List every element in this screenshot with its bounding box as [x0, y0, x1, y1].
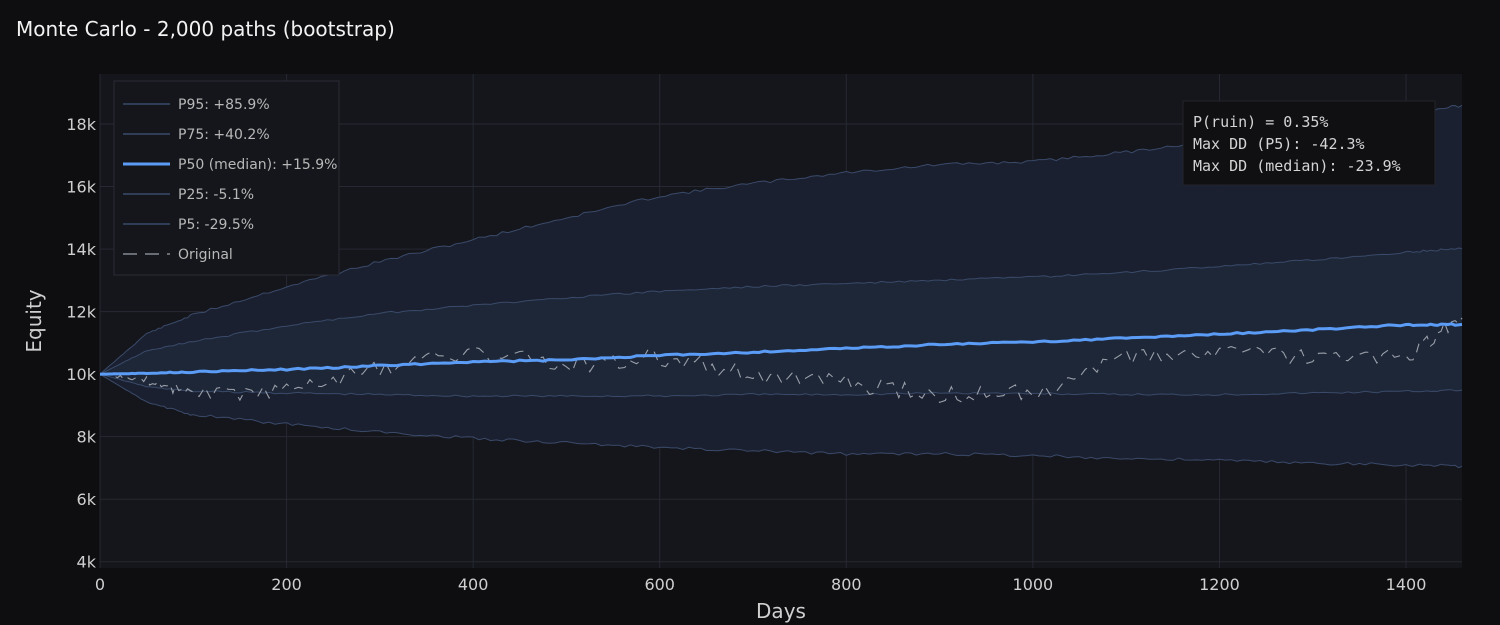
stat-max-dd-median: Max DD (median): -23.9%: [1193, 157, 1401, 175]
x-axis-label: Days: [756, 599, 806, 623]
stats-box-background: [1182, 100, 1436, 186]
y-tick-label: 8k: [77, 428, 97, 447]
x-tick-label: 1400: [1386, 575, 1427, 594]
y-tick-label: 12k: [66, 303, 96, 322]
x-tick-label: 1000: [1013, 575, 1054, 594]
legend-label-p25: P25: -5.1%: [178, 187, 254, 203]
x-tick-label: 600: [644, 575, 675, 594]
y-tick-label: 16k: [66, 178, 96, 197]
x-tick-label: 1200: [1199, 575, 1240, 594]
chart-title: Monte Carlo - 2,000 paths (bootstrap): [16, 17, 395, 41]
y-tick-label: 10k: [66, 365, 96, 384]
series-line-p50-median: [99, 322, 1463, 376]
series-line-p5: [99, 373, 1463, 469]
series-line-p75: [99, 247, 1463, 375]
x-tick-label: 800: [831, 575, 862, 594]
legend-label-p50: P50 (median): +15.9%: [178, 157, 337, 173]
legend-label-p95: P95: +85.9%: [178, 97, 270, 113]
y-tick-label: 6k: [77, 490, 97, 509]
y-tick-label: 14k: [66, 240, 96, 259]
series-line-p25: [99, 373, 1463, 398]
series-line-original: [99, 317, 1463, 404]
legend-label-p75: P75: +40.2%: [178, 127, 270, 143]
legend-label-p5: P5: -29.5%: [178, 217, 254, 233]
x-tick-label: 200: [271, 575, 302, 594]
stat-p-ruin: P(ruin) = 0.35%: [1193, 113, 1328, 131]
band-p25-p75: [100, 248, 1462, 397]
tick-layer: 0 200 400 600 800 1000 1200 1400 4k 6k 8k 10k 12k 14k…: [66, 115, 1426, 594]
stat-max-dd-p5: Max DD (P5): -42.3%: [1193, 135, 1365, 153]
y-tick-label: 18k: [66, 115, 96, 134]
x-tick-label: 0: [95, 575, 105, 594]
y-axis-label: Equity: [22, 289, 46, 352]
line-layer: [99, 104, 1463, 469]
legend: P95: +85.9% P75: +40.2% P50 (median): +1…: [113, 80, 340, 276]
y-tick-label: 4k: [77, 553, 97, 572]
legend-box: [113, 80, 340, 276]
x-tick-label: 400: [458, 575, 489, 594]
legend-label-original: Original: [178, 247, 233, 263]
stats-annotation-box: P(ruin) = 0.35% Max DD (P5): -42.3% Max …: [1182, 100, 1436, 186]
band-layer: [100, 105, 1462, 468]
